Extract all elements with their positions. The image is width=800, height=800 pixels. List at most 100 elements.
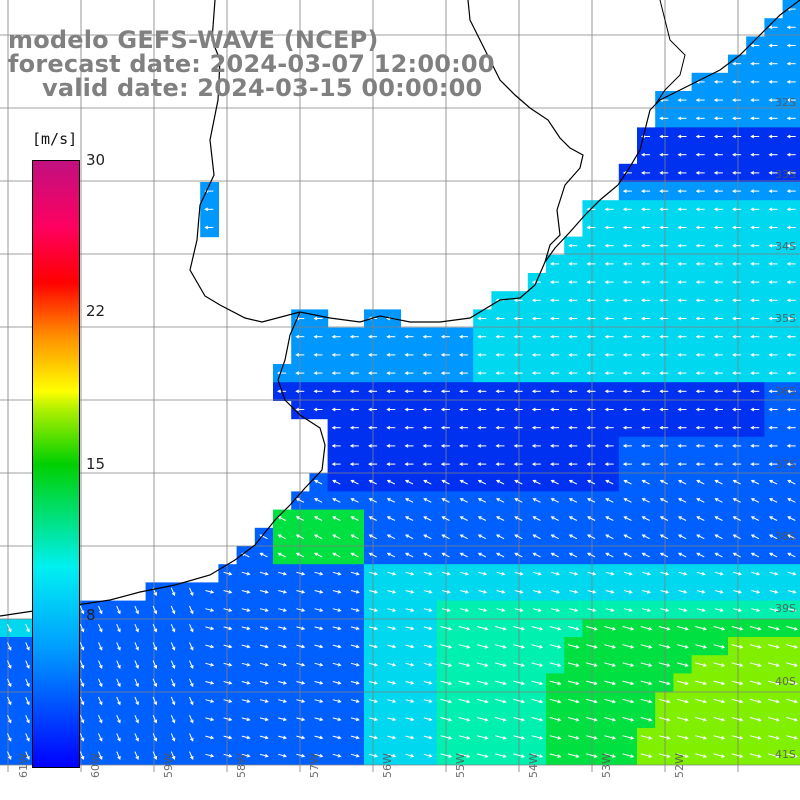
wind-arrow — [387, 590, 396, 593]
wind-arrow-head — [622, 207, 627, 212]
wind-arrow — [769, 590, 778, 593]
wind-arrow-head — [514, 479, 519, 484]
wind-arrow-head — [7, 646, 12, 651]
wind-arrow-head — [604, 371, 609, 375]
wind-arrow — [189, 678, 194, 687]
wind-arrow-head — [392, 644, 397, 649]
wind-arrow — [569, 498, 578, 503]
wind-arrow-head — [282, 699, 288, 703]
wind-arrow-head — [410, 662, 415, 667]
wind-arrow — [387, 681, 396, 684]
wind-arrow-head — [586, 552, 591, 557]
coastline-south — [0, 311, 326, 617]
wind-arrow — [170, 624, 175, 632]
wind-arrow-head — [301, 699, 306, 703]
wind-arrow-head — [737, 571, 743, 576]
wind-arrow-head — [695, 134, 700, 139]
wind-arrow-head — [373, 571, 379, 576]
wind-arrow-head — [721, 645, 726, 649]
wind-arrow-head — [7, 719, 12, 724]
wind-arrow-head — [768, 534, 773, 538]
wind-arrow — [98, 678, 103, 687]
wind-arrow-head — [264, 644, 269, 649]
wind-arrow — [460, 534, 468, 540]
wind-arrow — [25, 733, 30, 741]
wind-arrow-head — [440, 334, 445, 339]
wind-arrow — [513, 698, 525, 703]
wind-arrow-head — [428, 735, 433, 740]
wind-arrow-head — [659, 298, 664, 303]
wind-arrow-head — [135, 664, 139, 669]
wind-arrow-head — [721, 663, 726, 667]
wind-arrow — [152, 624, 157, 632]
wind-arrow — [786, 698, 798, 703]
wind-arrow — [587, 516, 596, 521]
wind-arrow — [642, 590, 651, 593]
wind-arrow — [551, 608, 560, 612]
wind-arrow — [259, 626, 268, 630]
wind-arrow-head — [373, 681, 379, 685]
wind-arrow — [695, 662, 707, 667]
wind-arrow — [549, 626, 561, 630]
wind-arrow-head — [448, 663, 453, 667]
wind-arrow-head — [750, 479, 755, 484]
wind-arrow — [604, 753, 616, 758]
wind-arrow — [658, 698, 670, 703]
wind-arrow-head — [349, 389, 354, 394]
wind-arrow-head — [684, 699, 689, 704]
wind-arrow-head — [373, 717, 379, 722]
wind-arrow-head — [659, 134, 664, 139]
wind-arrow — [768, 753, 779, 758]
wind-arrow-head — [459, 407, 463, 412]
wind-arrow-head — [713, 243, 718, 248]
wind-arrow-head — [386, 389, 391, 394]
wind-arrow-head — [368, 353, 372, 357]
wind-arrow-head — [677, 225, 682, 230]
wind-arrow-head — [702, 626, 708, 631]
wind-arrow — [423, 516, 432, 521]
wind-arrow — [387, 516, 396, 521]
wind-arrow — [476, 753, 488, 758]
wind-arrow — [496, 590, 505, 593]
wind-arrow-head — [775, 699, 780, 704]
wind-arrow-head — [737, 608, 743, 612]
wind-arrow-head — [713, 462, 718, 466]
wind-arrow-head — [568, 498, 573, 502]
wind-arrow — [678, 590, 687, 593]
wind-arrow-head — [204, 225, 209, 230]
wind-arrow — [769, 608, 778, 612]
wind-arrow-head — [332, 516, 337, 520]
wind-arrow-head — [135, 646, 139, 651]
wind-arrow-head — [466, 663, 471, 667]
wind-arrow-head — [768, 389, 773, 394]
wind-arrow-head — [153, 628, 158, 633]
wind-arrow — [387, 753, 396, 757]
wind-arrow — [332, 644, 341, 648]
wind-arrow-head — [714, 516, 719, 520]
wind-arrow-head — [610, 608, 615, 612]
wind-arrow — [423, 608, 432, 612]
wind-arrow-head — [495, 462, 500, 466]
wind-arrow-head — [368, 334, 372, 339]
wind-arrow-head — [531, 407, 536, 412]
wind-arrow-head — [719, 608, 724, 612]
wind-arrow-head — [349, 444, 354, 448]
longitude-label: 61W — [17, 753, 30, 778]
wind-arrow-head — [153, 755, 158, 760]
wind-arrow-head — [246, 681, 251, 685]
wind-arrow-head — [732, 280, 736, 284]
wind-arrow-head — [757, 754, 762, 758]
wind-arrow — [152, 605, 157, 614]
wind-arrow — [332, 498, 341, 503]
wind-arrow-head — [539, 717, 544, 722]
wind-arrow-head — [514, 552, 519, 557]
wind-arrow-head — [713, 371, 718, 375]
wind-arrow-head — [684, 717, 689, 722]
wind-arrow — [478, 552, 487, 558]
wind-arrow-head — [153, 701, 158, 706]
wind-arrow-head — [189, 755, 194, 760]
wind-arrow-head — [611, 699, 617, 704]
longitude-label: 53W — [600, 753, 613, 778]
wind-arrow-head — [295, 389, 300, 394]
wind-arrow — [532, 590, 541, 593]
